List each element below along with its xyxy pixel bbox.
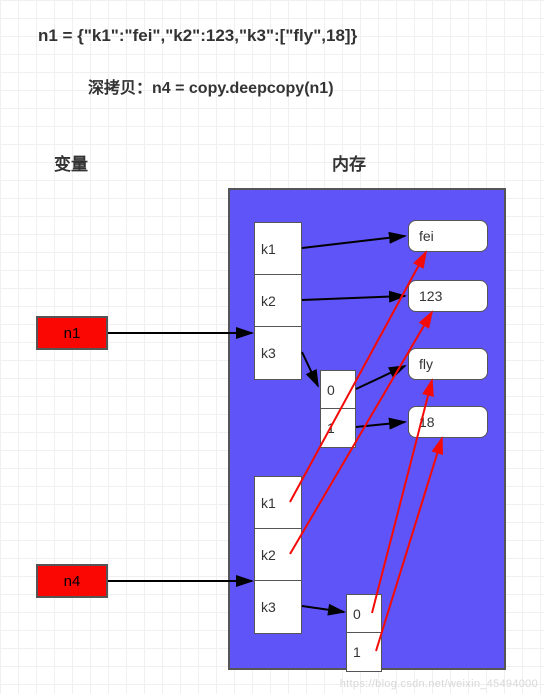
var-n1: n1 xyxy=(36,316,108,350)
value-fei: fei xyxy=(408,220,488,252)
list-n1-idx0: 0 xyxy=(321,371,355,409)
list-n4-k3: 0 1 xyxy=(346,594,382,672)
list-n4-idx1: 1 xyxy=(347,633,381,671)
subtitle: 深拷贝：n4 = copy.deepcopy(n1) xyxy=(88,74,334,98)
code-title: n1 = {"k1":"fei","k2":123,"k3":["fly",18… xyxy=(38,26,357,46)
value-123: 123 xyxy=(408,280,488,312)
list-n4-idx0: 0 xyxy=(347,595,381,633)
dict-n1-k1: k1 xyxy=(255,223,301,275)
var-n1-label: n1 xyxy=(64,325,81,342)
watermark: https://blog.csdn.net/weixin_45494000 xyxy=(340,678,538,690)
section-variables: 变量 xyxy=(54,150,88,175)
dict-n1-k3: k3 xyxy=(255,327,301,379)
dict-n4: k1 k2 k3 xyxy=(254,476,302,634)
dict-n4-k2: k2 xyxy=(255,529,301,581)
dict-n4-k3: k3 xyxy=(255,581,301,633)
list-n1-idx1: 1 xyxy=(321,409,355,447)
dict-n1-k2: k2 xyxy=(255,275,301,327)
var-n4-label: n4 xyxy=(64,573,81,590)
section-memory: 内存 xyxy=(332,150,366,175)
value-fly: fly xyxy=(408,348,488,380)
value-18: 18 xyxy=(408,406,488,438)
var-n4: n4 xyxy=(36,564,108,598)
dict-n1: k1 k2 k3 xyxy=(254,222,302,380)
list-n1-k3: 0 1 xyxy=(320,370,356,448)
dict-n4-k1: k1 xyxy=(255,477,301,529)
